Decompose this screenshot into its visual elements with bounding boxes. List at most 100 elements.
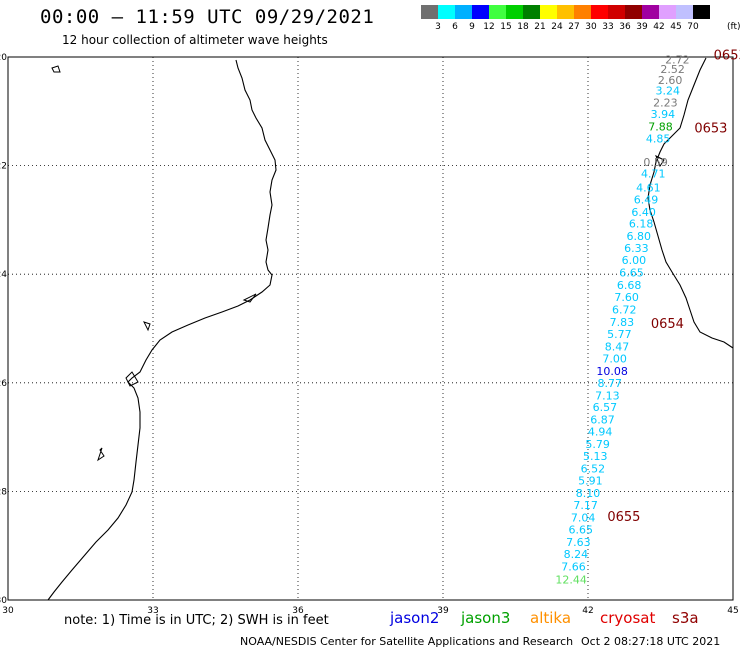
wave-height-value: 7.00 bbox=[602, 352, 627, 365]
wave-height-value: 6.72 bbox=[612, 303, 637, 316]
wave-height-value: 8.77 bbox=[598, 377, 623, 390]
wave-height-value: 6.40 bbox=[631, 206, 656, 219]
legend-swatch bbox=[591, 5, 608, 19]
legend-label: 12 bbox=[483, 22, 495, 32]
pass-time-label: 0655 bbox=[607, 510, 640, 525]
footer-note: note: 1) Time is in UTC; 2) SWH is in fe… bbox=[64, 613, 329, 628]
wave-height-value: 5.79 bbox=[585, 438, 610, 451]
wave-height-value: 5.77 bbox=[607, 328, 632, 341]
x-tick-label: 30 bbox=[2, 606, 14, 616]
legend-label: 6 bbox=[452, 22, 458, 32]
legend-unit: (ft) bbox=[727, 22, 740, 32]
y-tick-label: -20 bbox=[0, 53, 7, 63]
wave-height-value: 8.24 bbox=[564, 548, 589, 561]
legend-swatch bbox=[625, 5, 642, 19]
satellite-name: jason2 bbox=[390, 609, 440, 627]
legend-swatch bbox=[438, 5, 455, 19]
legend-label: 33 bbox=[602, 22, 614, 32]
legend-swatches bbox=[421, 5, 710, 19]
legend-label: 18 bbox=[517, 22, 529, 32]
legend-swatch bbox=[421, 5, 438, 19]
color-legend: 3 6 9 12 15 18 21 24 27 30 33 36 39 42 45 70 bbox=[421, 5, 710, 33]
wave-height-value: 7.66 bbox=[561, 560, 586, 573]
legend-labels: 3 6 9 12 15 18 21 24 27 30 33 36 39 42 45 70 bbox=[421, 19, 710, 33]
wave-height-value: 8.47 bbox=[605, 340, 630, 353]
legend-swatch bbox=[693, 5, 710, 19]
wave-height-value: 4.94 bbox=[588, 426, 613, 439]
wave-height-value: 2.52 bbox=[660, 63, 685, 76]
x-tick-label: 33 bbox=[147, 606, 158, 616]
map-title: 00:00 – 11:59 UTC 09/29/2021 bbox=[40, 6, 375, 28]
wave-height-value: 3.94 bbox=[651, 108, 676, 121]
wave-height-value: 6.33 bbox=[624, 242, 649, 255]
legend-swatch bbox=[676, 5, 693, 19]
footer-date: Oct 2 08:27:18 UTC 2021 bbox=[581, 635, 721, 648]
wave-height-value: 7.13 bbox=[595, 389, 620, 402]
island-marks bbox=[51, 65, 665, 462]
legend-label: 24 bbox=[551, 22, 563, 32]
satellite-name: altika bbox=[530, 609, 572, 627]
y-tick-label: -22 bbox=[0, 162, 7, 172]
africa-coastline bbox=[47, 59, 277, 601]
wave-height-value: 8.10 bbox=[576, 487, 601, 500]
wave-height-value: 12.44 bbox=[555, 573, 587, 586]
legend-label: 30 bbox=[585, 22, 597, 32]
footer-credit: NOAA/NESDIS Center for Satellite Applica… bbox=[240, 635, 574, 648]
wave-height-value: 6.65 bbox=[569, 523, 594, 536]
wave-height-value: 7.17 bbox=[573, 499, 598, 512]
pass-time-label: 0653 bbox=[714, 48, 740, 63]
y-tick-label: -26 bbox=[0, 379, 7, 389]
wave-height-value: 6.00 bbox=[622, 254, 647, 267]
map-frame bbox=[7, 56, 734, 601]
wave-height-value: 6.80 bbox=[627, 230, 652, 243]
legend-swatch bbox=[455, 5, 472, 19]
map-subtitle: 12 hour collection of altimeter wave hei… bbox=[62, 33, 328, 47]
legend-swatch bbox=[506, 5, 523, 19]
satellite-name: cryosat bbox=[600, 609, 656, 627]
wave-height-value: 4.61 bbox=[636, 181, 661, 194]
wave-height-value: 6.18 bbox=[629, 218, 654, 231]
legend-swatch bbox=[608, 5, 625, 19]
time-labels: 0653 0653 0654 0655 bbox=[607, 48, 740, 525]
coastline bbox=[47, 57, 734, 601]
legend-swatch bbox=[574, 5, 591, 19]
wave-height-value: 6.87 bbox=[590, 414, 615, 427]
wave-height-value: 7.88 bbox=[648, 121, 673, 134]
wave-height-value: 6.49 bbox=[634, 193, 659, 206]
satellite-name: s3a bbox=[672, 609, 699, 627]
wave-height-value: 10.08 bbox=[596, 365, 628, 378]
madagascar-coastline bbox=[647, 57, 734, 349]
pass-time-label: 0653 bbox=[694, 122, 727, 137]
legend-swatch bbox=[523, 5, 540, 19]
wave-height-value: 6.57 bbox=[593, 401, 618, 414]
y-tick-label: -24 bbox=[0, 270, 7, 280]
x-tick-label: 45 bbox=[727, 606, 738, 616]
legend-swatch bbox=[472, 5, 489, 19]
legend-swatch bbox=[557, 5, 574, 19]
wave-height-value: 5.91 bbox=[578, 475, 603, 488]
wave-height-value: 7.83 bbox=[610, 316, 635, 329]
wave-height-value: 4.71 bbox=[641, 168, 666, 181]
wave-height-value: 2.72 bbox=[665, 54, 690, 67]
y-tick-label: -28 bbox=[0, 487, 7, 497]
track-values: 2.722.522.603.242.233.947.884.85 0.594.71… bbox=[555, 54, 689, 587]
wave-height-value: 7.60 bbox=[614, 291, 639, 304]
legend-label: 15 bbox=[500, 22, 512, 32]
satellite-name: jason3 bbox=[461, 609, 511, 627]
legend-label: 39 bbox=[636, 22, 648, 32]
legend-swatch bbox=[659, 5, 676, 19]
x-tick-label: 39 bbox=[437, 606, 449, 616]
grid-lines bbox=[7, 56, 734, 601]
axis-labels: 30 33 36 39 42 45 -20 -22 -24 -26 -28 -30 bbox=[0, 53, 739, 616]
x-tick-label: 36 bbox=[292, 606, 304, 616]
legend-label: 36 bbox=[619, 22, 631, 32]
wave-height-value: 4.85 bbox=[646, 132, 671, 145]
wave-height-value: 2.23 bbox=[653, 97, 678, 110]
wave-height-value: 6.68 bbox=[617, 279, 642, 292]
legend-label: 3 bbox=[435, 22, 441, 32]
wave-height-value: 6.52 bbox=[581, 463, 606, 476]
legend-label: 27 bbox=[568, 22, 580, 32]
pass-time-label: 0654 bbox=[651, 317, 684, 332]
y-tick-label: -30 bbox=[0, 596, 7, 606]
wave-height-value: 2.60 bbox=[658, 74, 683, 87]
